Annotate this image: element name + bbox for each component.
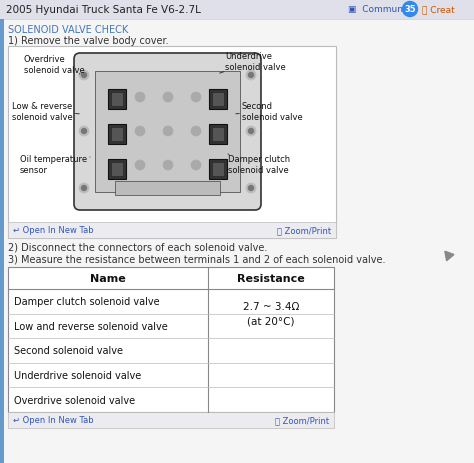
Circle shape (82, 129, 86, 134)
FancyBboxPatch shape (74, 54, 261, 211)
Circle shape (191, 127, 201, 137)
Circle shape (135, 127, 145, 137)
Bar (111, 163, 123, 176)
Text: SOLENOID VALVE CHECK: SOLENOID VALVE CHECK (8, 25, 128, 35)
Circle shape (135, 93, 145, 103)
Text: Low and reverse solenoid valve: Low and reverse solenoid valve (14, 321, 168, 331)
Bar (209, 90, 227, 110)
Text: Overdrive
solenoid valve: Overdrive solenoid valve (24, 55, 85, 75)
Circle shape (191, 93, 201, 103)
Circle shape (248, 73, 254, 78)
Circle shape (163, 93, 173, 103)
Circle shape (79, 184, 89, 194)
Text: 2) Disconnect the connectors of each solenoid valve.: 2) Disconnect the connectors of each sol… (8, 243, 267, 252)
Bar (209, 160, 227, 180)
Circle shape (246, 127, 256, 137)
Circle shape (248, 129, 254, 134)
Bar (209, 125, 227, 144)
Circle shape (82, 73, 86, 78)
Bar (108, 160, 126, 180)
Text: 2005 Hyundai Truck Santa Fe V6-2.7L: 2005 Hyundai Truck Santa Fe V6-2.7L (6, 5, 201, 15)
Bar (108, 90, 126, 110)
Text: Second
solenoid valve: Second solenoid valve (236, 102, 303, 121)
Bar (0, 0, 474, 20)
Bar (8, 268, 334, 412)
Bar (115, 181, 220, 195)
Text: Ⓢ Creat: Ⓢ Creat (422, 6, 455, 14)
Text: Second solenoid valve: Second solenoid valve (14, 346, 123, 356)
Circle shape (248, 186, 254, 191)
Circle shape (246, 184, 256, 194)
Circle shape (246, 71, 256, 81)
Bar (111, 128, 123, 142)
Text: Oil temperature
sensor: Oil temperature sensor (20, 155, 90, 175)
Text: Damper clutch
solenoid valve: Damper clutch solenoid valve (228, 155, 290, 175)
Bar (8, 223, 336, 238)
Text: Underdrive solenoid valve: Underdrive solenoid valve (14, 370, 141, 380)
Bar (212, 163, 224, 176)
Text: Resistance: Resistance (237, 274, 305, 283)
Circle shape (135, 161, 145, 171)
Bar (212, 93, 224, 107)
Circle shape (79, 71, 89, 81)
Text: 1) Remove the valve body cover.: 1) Remove the valve body cover. (8, 36, 169, 46)
Text: ↵ Open In New Tab: ↵ Open In New Tab (13, 416, 94, 425)
Circle shape (163, 161, 173, 171)
Text: Underdrive
solenoid valve: Underdrive solenoid valve (219, 52, 286, 74)
Text: Damper clutch solenoid valve: Damper clutch solenoid valve (14, 297, 160, 307)
Bar (111, 93, 123, 107)
Bar (108, 125, 126, 144)
Text: 35: 35 (404, 6, 416, 14)
Text: Overdrive solenoid valve: Overdrive solenoid valve (14, 395, 135, 405)
Text: ▣  Community: ▣ Community (348, 6, 415, 14)
Bar (8, 47, 336, 238)
Circle shape (79, 127, 89, 137)
Text: 🔍 Zoom/Print: 🔍 Zoom/Print (277, 226, 331, 235)
Bar (0, 20, 4, 463)
Text: Low & reverse
solenoid valve: Low & reverse solenoid valve (12, 102, 79, 121)
Circle shape (163, 127, 173, 137)
Bar (95, 72, 240, 193)
Text: 🔍 Zoom/Print: 🔍 Zoom/Print (275, 416, 329, 425)
Circle shape (82, 186, 86, 191)
Text: Name: Name (90, 274, 126, 283)
Circle shape (191, 161, 201, 171)
Text: ↵ Open In New Tab: ↵ Open In New Tab (13, 226, 94, 235)
Bar (212, 128, 224, 142)
Text: 3) Measure the resistance between terminals 1 and 2 of each solenoid valve.: 3) Measure the resistance between termin… (8, 255, 385, 264)
Bar (8, 412, 334, 428)
Text: 2.7 ~ 3.4Ω
(at 20°C): 2.7 ~ 3.4Ω (at 20°C) (243, 301, 299, 326)
Circle shape (402, 2, 418, 18)
